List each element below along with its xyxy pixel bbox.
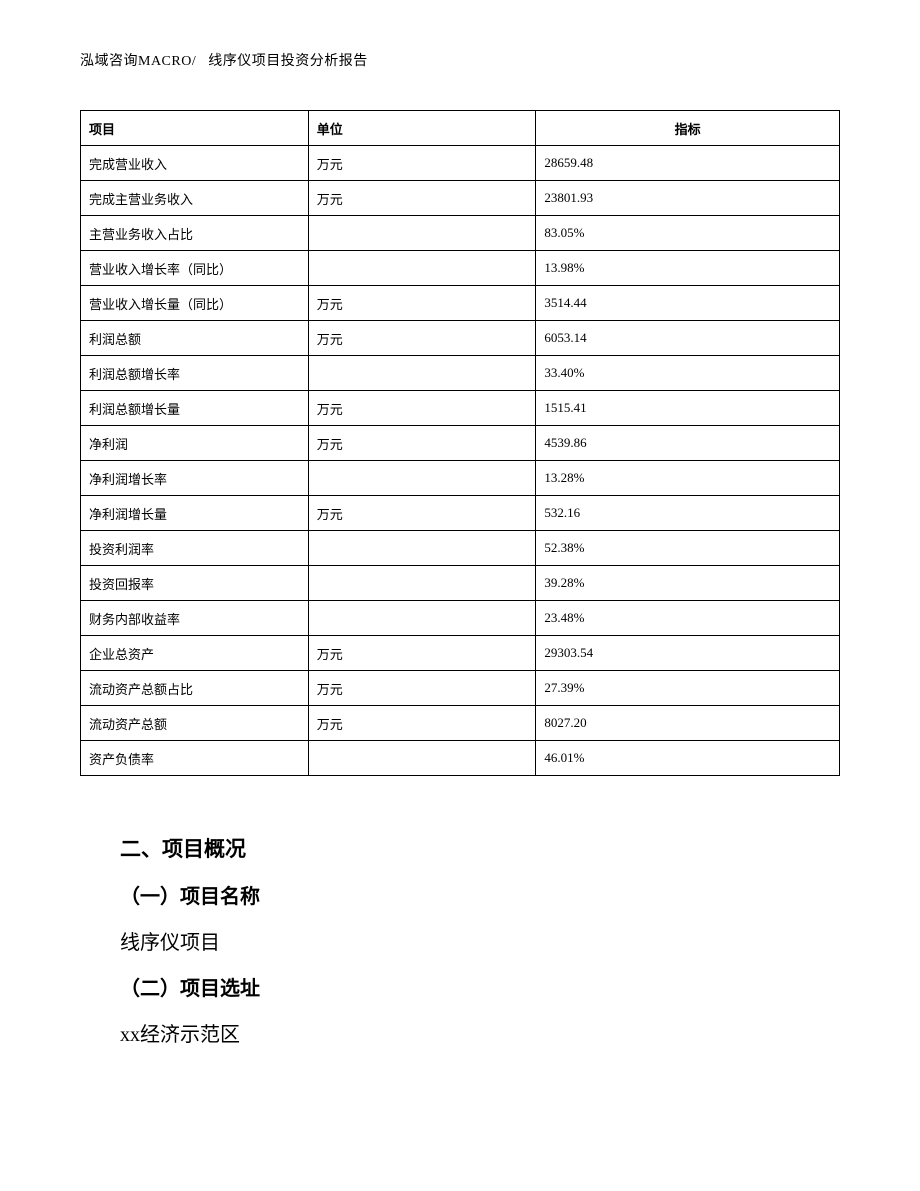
header-title: 线序仪项目投资分析报告 — [208, 54, 368, 69]
cell-unit: 万元 — [308, 391, 536, 426]
project-location-text: xx经济示范区 — [120, 1012, 800, 1058]
cell-item: 投资回报率 — [81, 566, 309, 601]
header-company: 泓域咨询MACRO/ — [80, 54, 196, 69]
table-row: 投资回报率 39.28% — [81, 566, 840, 601]
cell-value: 52.38% — [536, 531, 840, 566]
col-header-item: 项目 — [81, 111, 309, 146]
cell-item: 利润总额增长量 — [81, 391, 309, 426]
cell-item: 营业收入增长率（同比） — [81, 251, 309, 286]
cell-value: 39.28% — [536, 566, 840, 601]
cell-item: 主营业务收入占比 — [81, 216, 309, 251]
cell-item: 资产负债率 — [81, 741, 309, 776]
cell-item: 利润总额 — [81, 321, 309, 356]
cell-value: 13.28% — [536, 461, 840, 496]
table-row: 利润总额万元6053.14 — [81, 321, 840, 356]
cell-unit: 万元 — [308, 321, 536, 356]
cell-value: 13.98% — [536, 251, 840, 286]
table-row: 投资利润率 52.38% — [81, 531, 840, 566]
cell-unit: 万元 — [308, 636, 536, 671]
table-row: 净利润增长量万元532.16 — [81, 496, 840, 531]
table-row: 营业收入增长量（同比）万元3514.44 — [81, 286, 840, 321]
document-page: 泓域咨询MACRO/ 线序仪项目投资分析报告 项目 单位 指标 完成营业收入万元… — [0, 0, 920, 1118]
table-header-row: 项目 单位 指标 — [81, 111, 840, 146]
cell-value: 8027.20 — [536, 706, 840, 741]
cell-item: 净利润 — [81, 426, 309, 461]
cell-unit: 万元 — [308, 706, 536, 741]
cell-unit — [308, 356, 536, 391]
cell-unit — [308, 461, 536, 496]
cell-item: 完成营业收入 — [81, 146, 309, 181]
cell-value: 46.01% — [536, 741, 840, 776]
table-row: 财务内部收益率 23.48% — [81, 601, 840, 636]
section-heading: 二、项目概况 — [120, 826, 800, 874]
cell-item: 净利润增长量 — [81, 496, 309, 531]
table-row: 净利润增长率 13.28% — [81, 461, 840, 496]
cell-unit: 万元 — [308, 671, 536, 706]
cell-value: 4539.86 — [536, 426, 840, 461]
cell-unit: 万元 — [308, 286, 536, 321]
table-row: 利润总额增长率 33.40% — [81, 356, 840, 391]
cell-unit — [308, 216, 536, 251]
table-row: 完成主营业务收入万元23801.93 — [81, 181, 840, 216]
table-row: 企业总资产万元29303.54 — [81, 636, 840, 671]
cell-item: 利润总额增长率 — [81, 356, 309, 391]
sub-heading-2: （二）项目选址 — [120, 966, 800, 1012]
cell-unit — [308, 566, 536, 601]
col-header-unit: 单位 — [308, 111, 536, 146]
financial-table: 项目 单位 指标 完成营业收入万元28659.48完成主营业务收入万元23801… — [80, 110, 840, 776]
cell-unit — [308, 251, 536, 286]
cell-unit — [308, 741, 536, 776]
table-row: 主营业务收入占比 83.05% — [81, 216, 840, 251]
cell-value: 6053.14 — [536, 321, 840, 356]
cell-value: 23.48% — [536, 601, 840, 636]
cell-item: 流动资产总额占比 — [81, 671, 309, 706]
table-row: 利润总额增长量万元1515.41 — [81, 391, 840, 426]
cell-item: 企业总资产 — [81, 636, 309, 671]
table-row: 流动资产总额万元8027.20 — [81, 706, 840, 741]
table-row: 净利润万元4539.86 — [81, 426, 840, 461]
cell-item: 流动资产总额 — [81, 706, 309, 741]
sub-heading-1: （一）项目名称 — [120, 874, 800, 920]
cell-unit: 万元 — [308, 426, 536, 461]
cell-value: 532.16 — [536, 496, 840, 531]
cell-unit — [308, 601, 536, 636]
cell-value: 33.40% — [536, 356, 840, 391]
cell-value: 27.39% — [536, 671, 840, 706]
cell-value: 23801.93 — [536, 181, 840, 216]
cell-value: 1515.41 — [536, 391, 840, 426]
cell-item: 投资利润率 — [81, 531, 309, 566]
cell-unit: 万元 — [308, 496, 536, 531]
cell-value: 83.05% — [536, 216, 840, 251]
cell-value: 3514.44 — [536, 286, 840, 321]
cell-item: 财务内部收益率 — [81, 601, 309, 636]
page-header: 泓域咨询MACRO/ 线序仪项目投资分析报告 — [80, 50, 840, 70]
table-row: 完成营业收入万元28659.48 — [81, 146, 840, 181]
table-row: 资产负债率 46.01% — [81, 741, 840, 776]
col-header-value: 指标 — [536, 111, 840, 146]
cell-item: 完成主营业务收入 — [81, 181, 309, 216]
cell-unit — [308, 531, 536, 566]
cell-unit: 万元 — [308, 181, 536, 216]
table-row: 流动资产总额占比万元27.39% — [81, 671, 840, 706]
cell-unit: 万元 — [308, 146, 536, 181]
cell-value: 29303.54 — [536, 636, 840, 671]
project-name-text: 线序仪项目 — [120, 920, 800, 966]
cell-item: 营业收入增长量（同比） — [81, 286, 309, 321]
table-row: 营业收入增长率（同比） 13.98% — [81, 251, 840, 286]
table-body: 完成营业收入万元28659.48完成主营业务收入万元23801.93主营业务收入… — [81, 146, 840, 776]
body-text: 二、项目概况 （一）项目名称 线序仪项目 （二）项目选址 xx经济示范区 — [80, 826, 840, 1058]
cell-item: 净利润增长率 — [81, 461, 309, 496]
cell-value: 28659.48 — [536, 146, 840, 181]
